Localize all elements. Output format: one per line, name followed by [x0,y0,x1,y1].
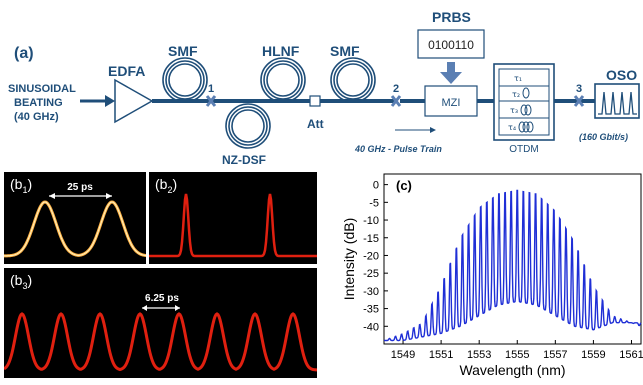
x-axis-label: Wavelength (nm) [459,362,565,378]
x-tick-label: 1557 [543,349,567,361]
y-tick-label: -30 [363,286,379,298]
x-tick-label: 1553 [467,349,491,361]
smf1-label: SMF [168,43,198,59]
mzi-label: MZI [442,97,461,109]
pulse-train-label: 40 GHz - Pulse Train [354,144,442,154]
osc-label-b2: (b2) [155,176,178,195]
pulse-train-arrow-head [430,127,436,133]
y-tick-label: -35 [363,304,379,316]
x-tick-label: 1549 [391,349,415,361]
edfa-triangle [114,78,154,124]
spectrum-line [383,189,642,342]
otdm-label: OTDM [509,144,538,155]
oso-label: OSO [606,67,637,83]
spectrum-svg: 1549 1551 1553 1555 1557 1559 1561 0 -5 -10 -15 -20… [341,173,643,378]
hlnf-coil [260,57,306,103]
attenuator-box [309,95,321,107]
x-tick-label: 1551 [429,349,453,361]
y-tick-label: -15 [363,233,379,245]
period-label-b1: 25 ps [67,182,93,193]
oso-pulses [598,91,637,115]
oso-rate: (160 Gbit/s) [579,132,628,142]
point-1-label: 1 [208,83,214,95]
delay-tau4: τ₄ [508,123,516,132]
prbs-arrow [440,62,462,84]
smf2-coil [330,57,376,103]
y-tick-label: -25 [363,268,379,280]
edfa-label: EDFA [108,63,145,79]
smf1-coil [162,57,208,103]
input-label-line1: SINUSOIDAL [8,83,76,95]
point-3-label: 3 [576,83,582,95]
spectrum-chart: 1549 1551 1553 1555 1557 1559 1561 0 -5 -10 -15 -20… [332,168,643,380]
delay-tau2: τ₂ [512,90,520,99]
y-tick-label: 0 [373,180,379,192]
point-2-marker [390,95,402,107]
x-tick-label: 1555 [505,349,529,361]
osc-label-b3: (b3) [10,272,33,291]
x-tick-label: 1561 [619,349,643,361]
y-tick-label: -10 [363,215,379,227]
period-label-b3: 6.25 ps [145,293,179,304]
setup-diagram: (a) SINUSOIDAL BEATING (40 GHz) EDFA SMF… [8,9,640,167]
y-tick-label: -5 [369,197,379,209]
osc-trace-b2 [149,193,317,258]
point-1-marker [205,95,217,107]
input-label-line3: (40 GHz) [14,111,59,123]
delay-tau3: τ₃ [510,106,518,115]
osc-panel-b3: 6.25 ps (b3) [4,268,317,378]
osc-panel-b1: 25 ps (b1) [4,172,146,264]
nzdsf-label: NZ-DSF [222,153,266,167]
prbs-box [417,29,485,59]
osc-panel-b2: (b2) [149,172,317,264]
x-tick-label: 1559 [581,349,605,361]
osc-trace-b3: 6.25 ps [4,293,317,372]
panel-label-c: (c) [396,178,412,193]
smf2-label: SMF [330,43,360,59]
delay-tau1: τ₁ [514,74,522,83]
hlnf-label: HLNF [262,43,300,59]
panel-label-a: (a) [14,45,34,62]
nzdsf-coil [225,103,271,149]
input-label-line2: BEATING [14,97,63,109]
y-axis-label: Intensity (dB) [341,218,357,300]
input-arrow-head [105,95,115,107]
otdm-inner [498,68,550,136]
att-label: Att [307,117,324,131]
y-tick-label: -20 [363,250,379,262]
osc-trace-b1: 25 ps [4,182,146,258]
prbs-code: 0100110 [428,38,474,52]
point-3-marker [573,95,585,107]
osc-label-b1: (b1) [10,176,33,195]
point-2-label: 2 [393,83,399,95]
prbs-label: PRBS [432,9,471,25]
y-tick-label: -40 [363,321,379,333]
